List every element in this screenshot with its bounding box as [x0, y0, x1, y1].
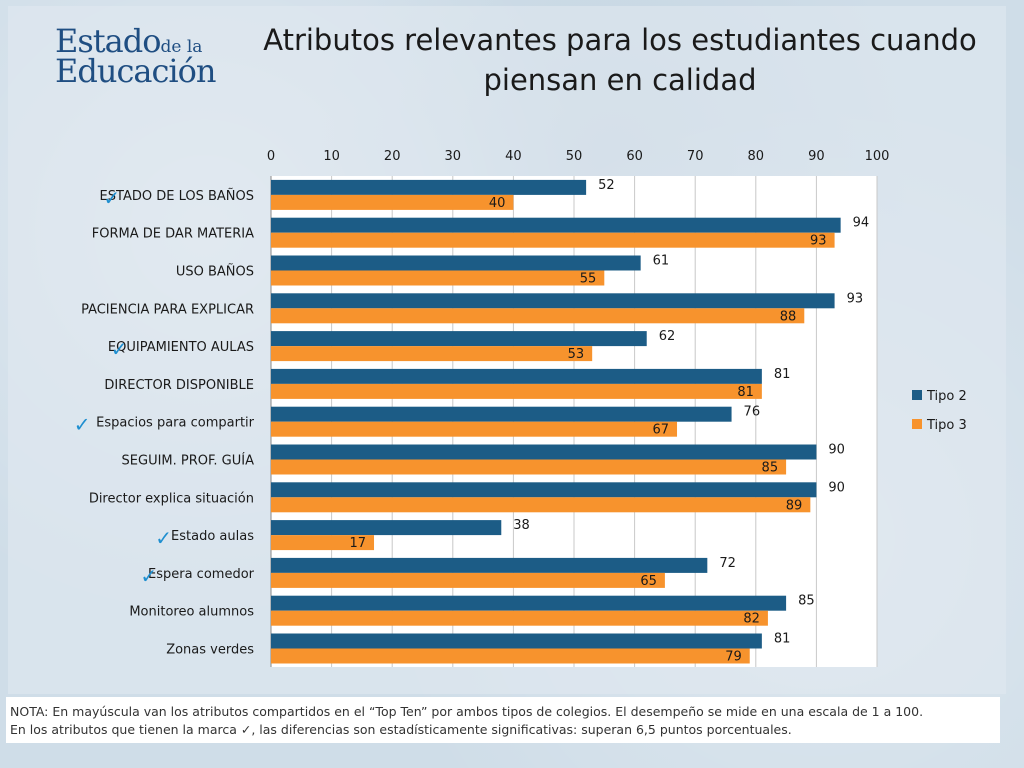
category-label: ESTADO DE LOS BAÑOS: [100, 188, 254, 204]
bar-tipo-2: [271, 595, 787, 611]
data-label-tipo-3: 89: [786, 498, 803, 513]
bar-tipo-3: [271, 346, 593, 362]
legend-swatch-tipo-3: [912, 419, 922, 429]
checkmark-icon: ✓: [111, 337, 128, 361]
page-title: Atributos relevantes para los estudiante…: [263, 23, 977, 97]
data-label-tipo-2: 76: [744, 405, 761, 420]
estado-de-la-educacion-logo: Estadode la Educación: [55, 22, 216, 90]
data-label-tipo-3: 67: [652, 423, 669, 438]
data-label-tipo-3: 79: [725, 650, 742, 665]
data-label-tipo-3: 85: [762, 461, 779, 476]
x-tick-label: 0: [267, 149, 275, 164]
footnote-line-2: En los atributos que tienen la marca ✓, …: [10, 722, 792, 737]
category-label: SEGUIM. PROF. GUÍA: [122, 453, 255, 469]
bar-tipo-2: [271, 217, 841, 233]
bar-tipo-2: [271, 633, 762, 649]
data-label-tipo-3: 93: [810, 234, 827, 249]
data-label-tipo-3: 81: [737, 385, 754, 400]
x-tick-label: 10: [323, 149, 340, 164]
data-label-tipo-2: 81: [774, 367, 791, 382]
bar-tipo-2: [271, 368, 762, 384]
data-label-tipo-2: 62: [659, 329, 676, 344]
data-label-tipo-2: 90: [828, 443, 845, 458]
category-label: Zonas verdes: [166, 643, 254, 658]
data-label-tipo-3: 55: [580, 272, 597, 287]
data-label-tipo-2: 94: [853, 216, 870, 231]
category-label: Monitoreo alumnos: [129, 605, 254, 620]
checkmark-icon: ✓: [155, 526, 172, 550]
bar-tipo-2: [271, 255, 641, 271]
bar-tipo-2: [271, 520, 502, 536]
bar-tipo-3: [271, 572, 665, 588]
x-tick-label: 60: [626, 149, 643, 164]
bar-tipo-2: [271, 331, 647, 347]
data-label-tipo-2: 93: [847, 291, 864, 306]
legend-swatch-tipo-2: [912, 390, 922, 400]
x-tick-label: 40: [505, 149, 522, 164]
data-label-tipo-2: 52: [598, 178, 615, 193]
bar-tipo-2: [271, 557, 708, 573]
legend-label-tipo-3: Tipo 3: [926, 418, 967, 433]
bar-tipo-3: [271, 308, 805, 324]
data-label-tipo-2: 90: [828, 480, 845, 495]
footnote: NOTA: En mayúscula van los atributos com…: [6, 697, 1000, 743]
category-label: EQUIPAMIENTO AULAS: [108, 340, 254, 355]
data-label-tipo-2: 72: [719, 556, 736, 571]
checkmark-icon: ✓: [140, 564, 157, 588]
x-tick-label: 90: [808, 149, 825, 164]
footnote-line-1: NOTA: En mayúscula van los atributos com…: [10, 704, 924, 719]
checkmark-icon: ✓: [74, 413, 91, 437]
category-label: Espera comedor: [148, 567, 255, 582]
x-tick-label: 50: [566, 149, 583, 164]
legend-label-tipo-2: Tipo 2: [926, 389, 967, 404]
bar-tipo-2: [271, 482, 817, 498]
x-tick-label: 20: [384, 149, 401, 164]
x-tick-label: 80: [748, 149, 765, 164]
category-label: Estado aulas: [171, 529, 254, 544]
bar-tipo-2: [271, 406, 732, 422]
data-label-tipo-2: 61: [653, 254, 670, 269]
data-label-tipo-2: 38: [513, 518, 530, 533]
data-label-tipo-3: 53: [568, 347, 585, 362]
bar-tipo-3: [271, 497, 811, 513]
category-label: PACIENCIA PARA EXPLICAR: [81, 302, 254, 317]
x-tick-label: 30: [445, 149, 462, 164]
bar-tipo-3: [271, 383, 762, 399]
bar-tipo-3: [271, 270, 605, 286]
data-label-tipo-3: 88: [780, 309, 797, 324]
x-tick-label: 100: [865, 149, 890, 164]
category-label: USO BAÑOS: [176, 264, 254, 280]
bar-tipo-2: [271, 293, 835, 309]
bar-tipo-2: [271, 179, 587, 195]
bar-tipo-3: [271, 610, 768, 626]
bar-tipo-3: [271, 535, 375, 551]
bar-tipo-3: [271, 459, 787, 475]
bar-tipo-3: [271, 232, 835, 248]
bar-tipo-3: [271, 648, 750, 664]
bar-tipo-3: [271, 194, 514, 210]
category-label: Espacios para compartir: [96, 416, 255, 431]
data-label-tipo-2: 85: [798, 594, 815, 609]
x-tick-label: 70: [687, 149, 704, 164]
data-label-tipo-3: 82: [743, 612, 760, 627]
data-label-tipo-2: 81: [774, 632, 791, 647]
data-label-tipo-3: 17: [349, 536, 366, 551]
bar-tipo-3: [271, 421, 678, 437]
checkmark-icon: ✓: [103, 186, 120, 210]
category-label: FORMA DE DAR MATERIA: [92, 227, 254, 242]
data-label-tipo-3: 40: [489, 196, 506, 211]
bar-tipo-2: [271, 444, 817, 460]
bar-chart: 0 10 20 30 40 50 60 70 80 90 100 ESTADO DE LOS BAÑO…: [74, 149, 967, 667]
category-label: DIRECTOR DISPONIBLE: [104, 378, 254, 393]
category-label: Director explica situación: [89, 491, 254, 506]
data-label-tipo-3: 65: [640, 574, 657, 589]
